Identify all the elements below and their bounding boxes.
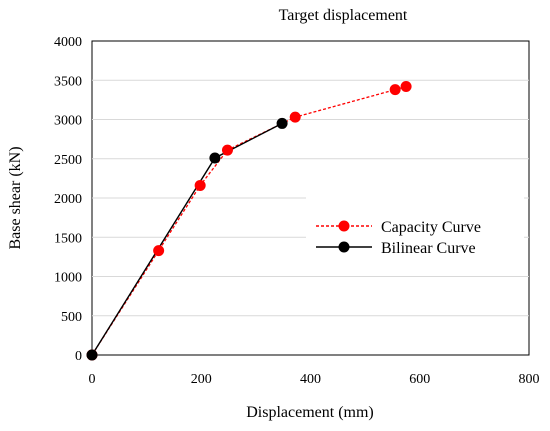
y-tick-label: 4000 xyxy=(54,35,82,50)
bilinear-curve-point xyxy=(276,117,288,129)
bilinear-curve-legend-label: Bilinear Curve xyxy=(381,240,476,257)
x-tick-label: 0 xyxy=(89,372,96,387)
x-tick-label: 800 xyxy=(519,372,540,387)
x-tick-label: 200 xyxy=(191,372,212,387)
capacity-curve-point xyxy=(153,245,165,257)
capacity-curve-legend-marker xyxy=(338,220,350,232)
y-axis-label: Base shear (kN) xyxy=(7,146,24,249)
bilinear-curve-point xyxy=(86,349,98,361)
capacity-curve-legend-label: Capacity Curve xyxy=(381,219,481,236)
y-tick-label: 500 xyxy=(61,310,82,325)
y-tick-label: 1000 xyxy=(54,271,82,286)
x-tick-label: 400 xyxy=(300,372,321,387)
capacity-curve-point xyxy=(194,179,206,191)
y-tick-label: 3000 xyxy=(54,114,82,129)
legend: Capacity Curve Bilinear Curve xyxy=(316,219,481,257)
bilinear-curve-line xyxy=(91,122,283,356)
capacity-curve-point xyxy=(389,84,401,96)
y-tick-label: 2500 xyxy=(54,153,82,168)
bilinear-curve-legend-marker xyxy=(338,241,350,253)
x-axis-label: Displacement (mm) xyxy=(246,404,374,421)
capacity-curve-point xyxy=(221,144,233,156)
capacity-curve-point xyxy=(400,81,412,93)
y-tick-label: 0 xyxy=(75,349,82,364)
x-tick-label: 600 xyxy=(409,372,430,387)
y-tick-label: 3500 xyxy=(54,74,82,89)
x-tick-labels: 0 200 400 600 800 xyxy=(89,372,540,387)
capacity-curve-point xyxy=(289,111,301,123)
series-layer xyxy=(86,81,412,361)
chart-title: Target displacement xyxy=(279,7,408,24)
y-tick-label: 2000 xyxy=(54,192,82,207)
bilinear-curve-point xyxy=(209,152,221,164)
y-tick-label: 1500 xyxy=(54,231,82,246)
y-tick-labels: 0 500 1000 1500 2000 2500 3000 3500 4000 xyxy=(54,35,82,364)
